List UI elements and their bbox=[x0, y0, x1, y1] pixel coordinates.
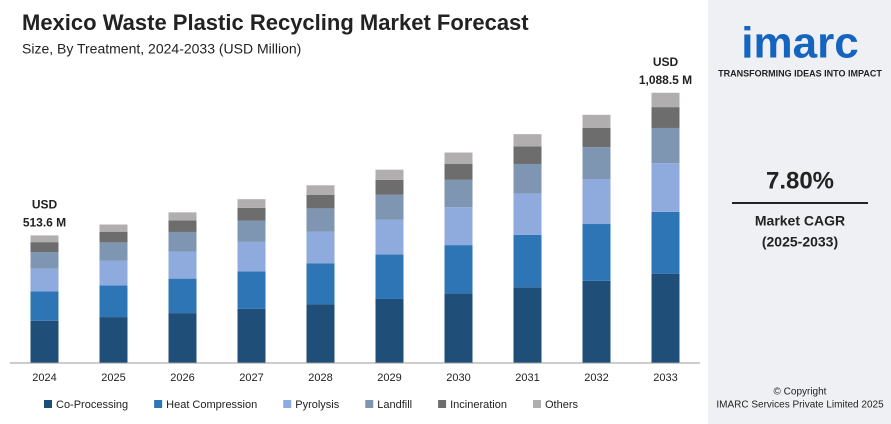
bar-segment bbox=[651, 127, 680, 164]
bar-segment bbox=[99, 242, 128, 261]
total-label: 1,088.5 M bbox=[639, 73, 692, 87]
legend-label: Heat Compression bbox=[166, 399, 257, 411]
legend-label: Co-Processing bbox=[56, 399, 128, 411]
bar-segment bbox=[237, 207, 266, 221]
bar-segment bbox=[99, 231, 128, 243]
legend-label: Incineration bbox=[450, 399, 507, 411]
bar-segment bbox=[168, 251, 197, 279]
chart-title: Mexico Waste Plastic Recycling Market Fo… bbox=[22, 10, 529, 35]
bar-segment bbox=[237, 241, 266, 272]
bar-segment bbox=[513, 234, 542, 288]
bar-segment bbox=[30, 268, 59, 292]
x-tick-label: 2032 bbox=[584, 372, 608, 384]
legend-swatch bbox=[283, 400, 292, 408]
bar-segment bbox=[306, 263, 335, 305]
bar-segment bbox=[168, 313, 197, 363]
total-label: 513.6 M bbox=[23, 216, 66, 230]
legend-label: Landfill bbox=[377, 399, 412, 411]
bar-segment bbox=[582, 280, 611, 363]
bar-segment bbox=[582, 114, 611, 128]
cagr-period: (2025-2033) bbox=[762, 234, 838, 250]
bar-segment bbox=[375, 194, 404, 220]
legend-swatch bbox=[532, 400, 541, 408]
bar-segment bbox=[582, 179, 611, 225]
bar-segment bbox=[582, 147, 611, 180]
bar-segment bbox=[582, 127, 611, 148]
bar-segment bbox=[375, 219, 404, 255]
legend-swatch bbox=[365, 400, 374, 408]
legend-label: Pyrolysis bbox=[295, 399, 340, 411]
bar-segment bbox=[651, 163, 680, 212]
bar-segment bbox=[651, 107, 680, 128]
bar-segment bbox=[444, 152, 473, 164]
bar-segment bbox=[513, 287, 542, 363]
bar-segment bbox=[306, 231, 335, 264]
bar-segment bbox=[444, 293, 473, 363]
bar-segment bbox=[306, 185, 335, 195]
bar-segment bbox=[444, 245, 473, 294]
bar-segment bbox=[237, 271, 266, 309]
bar-segment bbox=[237, 220, 266, 242]
logo: imarc bbox=[741, 19, 858, 68]
legend-label: Others bbox=[545, 399, 579, 411]
copyright: © Copyright bbox=[774, 387, 827, 398]
bar-segment bbox=[99, 224, 128, 232]
x-tick-label: 2024 bbox=[32, 372, 56, 384]
x-tick-label: 2031 bbox=[515, 372, 539, 384]
bar-segment bbox=[237, 199, 266, 208]
bar-segment bbox=[375, 179, 404, 195]
bar-segment bbox=[375, 254, 404, 299]
bar-segment bbox=[30, 235, 59, 243]
x-tick-label: 2026 bbox=[170, 372, 194, 384]
x-tick-label: 2033 bbox=[653, 372, 677, 384]
bar-segment bbox=[513, 163, 542, 194]
bar-segment bbox=[513, 146, 542, 164]
bar-segment bbox=[168, 278, 197, 314]
bar-segment bbox=[168, 231, 197, 252]
x-tick-label: 2027 bbox=[239, 372, 263, 384]
bar-segment bbox=[99, 260, 128, 286]
bar-segment bbox=[99, 285, 128, 318]
total-label: USD bbox=[32, 198, 58, 212]
bar-segment bbox=[582, 224, 611, 281]
bar-segment bbox=[306, 208, 335, 232]
tagline: TRANSFORMING IDEAS INTO IMPACT bbox=[718, 68, 882, 78]
bar-segment bbox=[375, 298, 404, 363]
bar-segment bbox=[444, 207, 473, 246]
x-tick-label: 2025 bbox=[101, 372, 125, 384]
bar-segment bbox=[306, 194, 335, 209]
bar-segment bbox=[306, 304, 335, 363]
bar-segment bbox=[30, 242, 59, 253]
x-tick-label: 2030 bbox=[446, 372, 470, 384]
chart-subtitle: Size, By Treatment, 2024-2033 (USD Milli… bbox=[22, 41, 301, 57]
bar-segment bbox=[651, 211, 680, 274]
bar-segment bbox=[237, 308, 266, 363]
bar-segment bbox=[168, 220, 197, 232]
legend-swatch bbox=[154, 400, 163, 408]
bar-segment bbox=[513, 134, 542, 147]
legend-swatch bbox=[438, 400, 447, 408]
total-label: USD bbox=[653, 55, 679, 69]
sidebar-background bbox=[708, 0, 891, 424]
x-tick-label: 2028 bbox=[308, 372, 332, 384]
cagr-label: Market CAGR bbox=[755, 213, 845, 229]
bar-segment bbox=[513, 193, 542, 235]
company: IMARC Services Private Limited 2025 bbox=[716, 400, 884, 411]
bar-segment bbox=[651, 92, 680, 108]
bar-segment bbox=[444, 179, 473, 208]
bar-segment bbox=[444, 163, 473, 180]
bar-segment bbox=[30, 291, 59, 321]
x-tick-label: 2029 bbox=[377, 372, 401, 384]
bar-segment bbox=[30, 320, 59, 363]
bar-segment bbox=[168, 212, 197, 221]
bar-segment bbox=[30, 252, 59, 269]
bar-segment bbox=[651, 273, 680, 363]
bar-segment bbox=[99, 317, 128, 363]
legend-swatch bbox=[44, 400, 52, 408]
bar-segment bbox=[375, 169, 404, 180]
cagr-value: 7.80% bbox=[766, 167, 834, 194]
